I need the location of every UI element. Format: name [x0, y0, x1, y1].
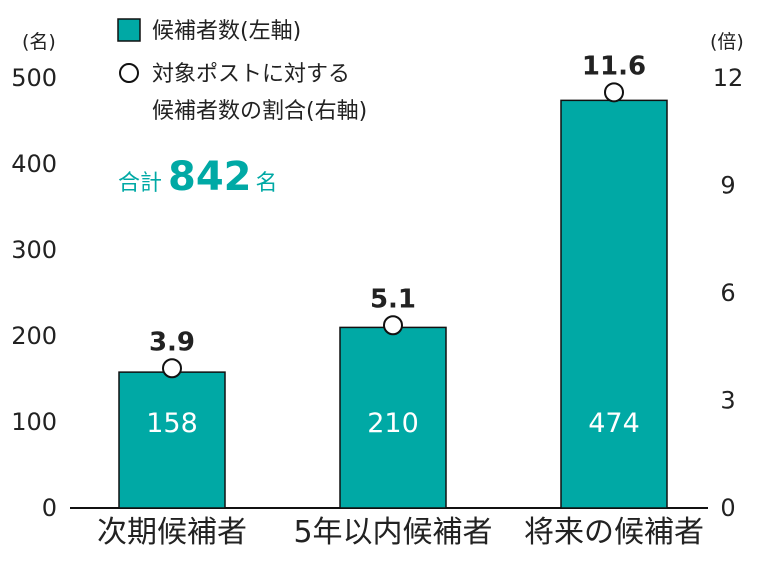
category-label: 次期候補者 [97, 515, 247, 550]
bar [339, 326, 447, 509]
left-tick-label: 200 [11, 322, 57, 350]
ratio-value-label: 11.6 [582, 51, 646, 81]
legend-marker-label-line2: 候補者数の割合(右軸) [152, 99, 367, 124]
left-tick-label: 100 [11, 408, 57, 436]
left-tick-label: 0 [42, 494, 57, 522]
total-suffix: 名 [256, 171, 278, 196]
right-tick-label: 6 [720, 279, 735, 307]
right-axis-unit: (倍) [710, 31, 744, 53]
markers: 3.9 5.1 11.6 [149, 51, 646, 379]
axes: (名) (倍) 0 100 200 300 400 500 0 3 6 9 12 次期候補者 5年以内候補者… [11, 31, 744, 550]
legend-bar-label: 候補者数(左軸) [152, 19, 301, 44]
ratio-value-label: 5.1 [370, 284, 416, 314]
total-prefix: 合計 [118, 171, 162, 196]
legend-marker-label-line1: 対象ポストに対する [152, 62, 350, 87]
ratio-marker [162, 358, 182, 379]
category-label: 5年以内候補者 [293, 515, 492, 550]
right-tick-label: 3 [720, 387, 735, 415]
bar [118, 371, 226, 509]
bar-value-label: 158 [146, 408, 198, 439]
right-tick-label: 0 [720, 494, 735, 522]
left-tick-label: 500 [11, 64, 57, 92]
ratio-marker [383, 315, 403, 336]
bar-value-label: 474 [588, 408, 640, 439]
left-tick-label: 400 [11, 150, 57, 178]
total-annotation: 合計 842 名 [118, 154, 278, 200]
legend-bar-swatch [117, 18, 141, 42]
bars: 158 210 474 [118, 99, 668, 509]
legend-marker-icon [119, 63, 139, 83]
ratio-value-label: 3.9 [149, 327, 195, 357]
bar [560, 99, 668, 509]
total-value: 842 [168, 154, 252, 200]
ratio-marker [604, 82, 624, 103]
right-tick-label: 12 [713, 64, 744, 92]
left-axis-unit: (名) [22, 31, 56, 53]
bar-value-label: 210 [367, 408, 419, 439]
right-tick-label: 9 [720, 172, 735, 200]
category-label: 将来の候補者 [524, 515, 704, 550]
left-tick-label: 300 [11, 236, 57, 264]
